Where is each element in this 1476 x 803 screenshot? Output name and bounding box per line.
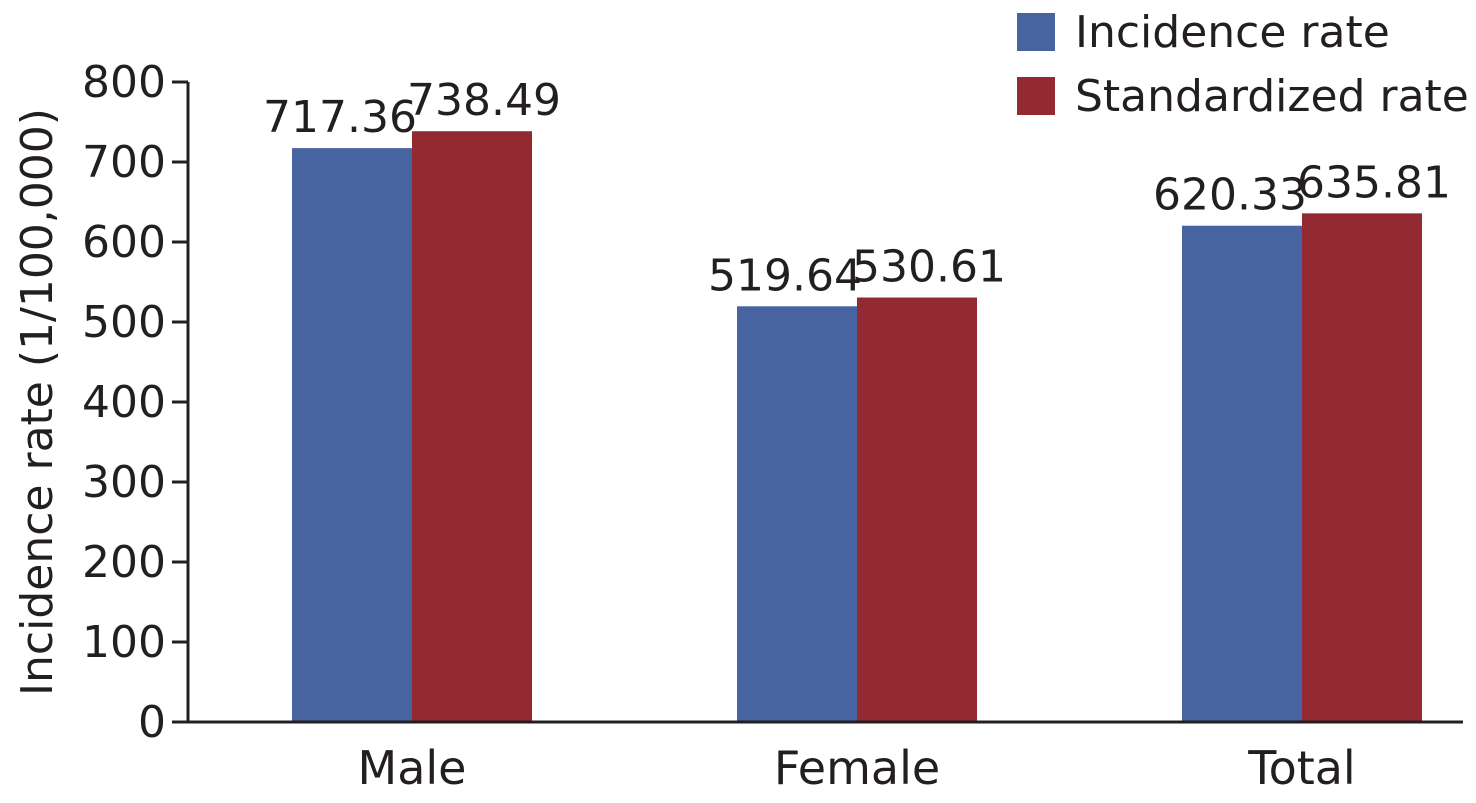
y-tick-label-700: 700 [82, 137, 166, 188]
y-tick-label-300: 300 [82, 457, 166, 508]
legend-label-series-1: Incidence rate [1075, 7, 1390, 58]
bar-total-series-1 [1182, 225, 1302, 722]
y-tick-label-600: 600 [82, 217, 166, 268]
bars [292, 131, 1422, 723]
legend-label-series-2: Standardized rate [1075, 71, 1469, 122]
x-tick-label-male: Male [358, 741, 467, 795]
bar-total-series-2 [1302, 213, 1422, 723]
y-tick-label-500: 500 [82, 297, 166, 348]
y-tick-label-100: 100 [82, 617, 166, 668]
y-tick-label-0: 0 [138, 697, 166, 748]
data-label-female-series-1: 519.64 [708, 250, 862, 301]
data-label-male-series-2: 738.49 [407, 75, 561, 126]
y-tick-label-800: 800 [82, 57, 166, 108]
x-tick-label-female: Female [774, 741, 940, 795]
y-tick-label-400: 400 [82, 377, 166, 428]
y-axis: 0 100 200 300 400 500 600 700 800 [82, 57, 190, 748]
data-label-total-series-1: 620.33 [1153, 170, 1307, 221]
legend-swatch-series-1 [1017, 13, 1055, 51]
legend-swatch-series-2 [1017, 77, 1055, 115]
bar-male-series-1 [292, 148, 412, 722]
x-axis: Male Female Total [186, 720, 1463, 795]
y-axis-title: Incidence rate (1/100,000) [12, 108, 63, 696]
data-label-male-series-1: 717.36 [263, 92, 417, 143]
x-tick-label-total: Total [1247, 741, 1355, 795]
legend: Incidence rate Standardized rate [1017, 7, 1469, 122]
data-label-female-series-2: 530.61 [852, 242, 1006, 293]
bar-male-series-2 [412, 131, 532, 722]
bar-female-series-1 [737, 306, 857, 722]
bar-female-series-2 [857, 297, 977, 722]
data-label-total-series-2: 635.81 [1297, 157, 1451, 208]
y-tick-label-200: 200 [82, 537, 166, 588]
